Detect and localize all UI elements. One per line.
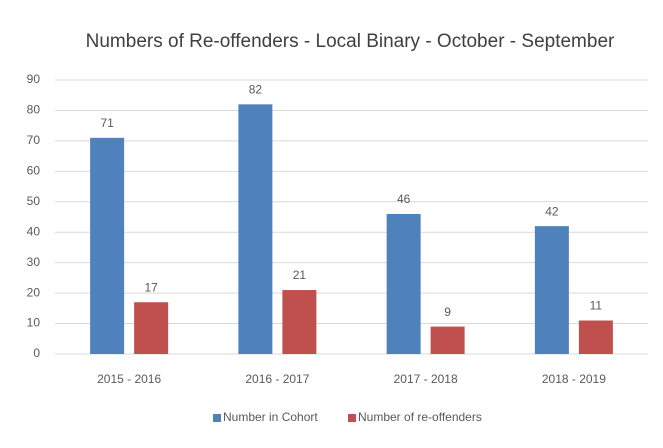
x-tick-label: 2016 - 2017	[245, 372, 309, 386]
y-tick-label: 20	[27, 285, 41, 299]
bar	[534, 226, 569, 354]
data-label: 71	[100, 116, 114, 130]
legend-label: Number in Cohort	[223, 410, 318, 424]
data-label: 9	[444, 305, 451, 319]
bar	[134, 302, 169, 354]
chart-title: Numbers of Re-offenders - Local Binary -…	[86, 31, 615, 52]
bar	[282, 290, 317, 354]
x-tick-label: 2017 - 2018	[394, 372, 458, 386]
bar	[578, 320, 613, 354]
y-tick-label: 90	[27, 72, 41, 86]
data-label: 17	[144, 280, 158, 294]
bar	[430, 326, 465, 354]
y-tick-label: 60	[27, 164, 41, 178]
bar	[238, 104, 273, 354]
data-label: 82	[249, 83, 263, 97]
data-label: 46	[397, 192, 411, 206]
y-tick-label: 70	[27, 133, 41, 147]
y-tick-label: 30	[27, 255, 41, 269]
y-tick-label: 80	[27, 103, 41, 117]
bar	[386, 213, 421, 354]
data-label: 11	[590, 299, 603, 313]
y-tick-label: 10	[27, 316, 41, 330]
x-tick-label: 2015 - 2016	[97, 372, 161, 386]
y-tick-label: 40	[27, 224, 41, 238]
x-tick-label: 2018 - 2019	[542, 372, 606, 386]
y-tick-label: 0	[33, 346, 40, 360]
legend-label: Number of re-offenders	[358, 410, 482, 424]
y-tick-label: 50	[27, 194, 41, 208]
data-label: 42	[545, 204, 559, 218]
data-label: 21	[293, 268, 307, 282]
legend-swatch	[213, 414, 221, 422]
legend-swatch	[348, 414, 356, 422]
bar	[90, 137, 125, 354]
